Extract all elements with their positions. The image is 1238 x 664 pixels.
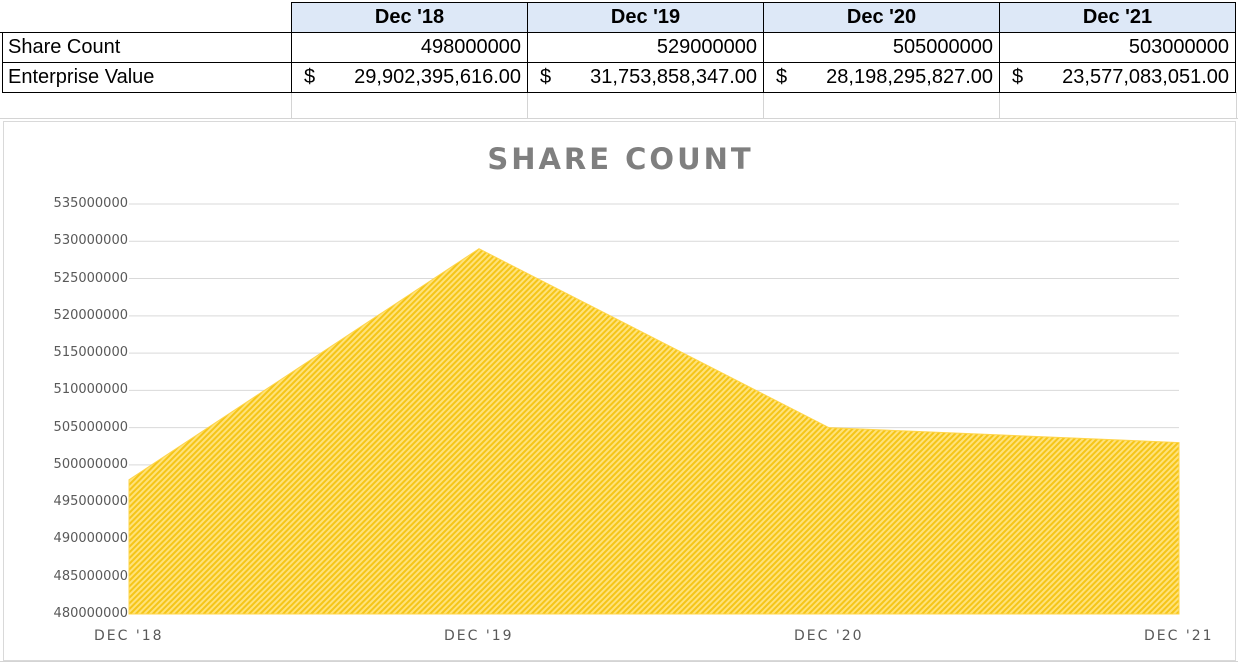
- grid-line: [763, 92, 764, 119]
- column-header-dec-20[interactable]: Dec '20: [763, 2, 1000, 33]
- grid-line: [0, 661, 1238, 662]
- y-tick-label: 515000000: [53, 345, 128, 361]
- y-tick-label: 485000000: [53, 568, 128, 584]
- enterprise-value-cell[interactable]: $31,753,858,347.00: [527, 62, 764, 93]
- chart-plot: [128, 203, 1180, 615]
- column-header-dec-19[interactable]: Dec '19: [527, 2, 764, 33]
- grid-line: [1236, 92, 1237, 119]
- enterprise-value-amount: 28,198,295,827.00: [826, 66, 993, 88]
- header-corner-cell[interactable]: [0, 2, 292, 33]
- grid-line: [527, 92, 528, 119]
- x-tick-label: DEC '20: [794, 628, 864, 644]
- y-tick-label: 510000000: [53, 382, 128, 398]
- share-count-cell[interactable]: 503000000: [999, 32, 1236, 63]
- share-count-cell[interactable]: 529000000: [527, 32, 764, 63]
- y-tick-label: 530000000: [53, 233, 128, 249]
- share-count-area[interactable]: [128, 248, 1180, 615]
- y-tick-label: 535000000: [53, 196, 128, 211]
- row-label-enterprise-value[interactable]: Enterprise Value: [2, 62, 292, 93]
- x-tick-label: DEC '21: [1144, 628, 1214, 644]
- y-tick-label: 500000000: [53, 456, 128, 472]
- grid-line: [999, 92, 1000, 119]
- grid-line: [291, 92, 292, 119]
- currency-symbol: $: [776, 66, 788, 88]
- y-tick-label: 520000000: [53, 307, 128, 323]
- currency-symbol: $: [1012, 66, 1024, 88]
- column-header-dec-21[interactable]: Dec '21: [999, 2, 1236, 33]
- chart-title: SHARE COUNT: [487, 142, 754, 176]
- enterprise-value-cell[interactable]: $28,198,295,827.00: [763, 62, 1000, 93]
- y-tick-label: 525000000: [53, 270, 128, 286]
- currency-symbol: $: [540, 66, 552, 88]
- row-label-share-count[interactable]: Share Count: [2, 32, 292, 63]
- currency-symbol: $: [304, 66, 316, 88]
- x-tick-label: DEC '18: [94, 628, 164, 644]
- enterprise-value-cell[interactable]: $29,902,395,616.00: [291, 62, 528, 93]
- enterprise-value-amount: 29,902,395,616.00: [354, 66, 521, 88]
- enterprise-value-cell[interactable]: $23,577,083,051.00: [999, 62, 1236, 93]
- x-tick-label: DEC '19: [444, 628, 514, 644]
- share-count-chart[interactable]: SHARE COUNT 535000000 530000000 525000000 5…: [3, 121, 1236, 661]
- column-header-dec-18[interactable]: Dec '18: [291, 2, 528, 33]
- enterprise-value-amount: 23,577,083,051.00: [1062, 66, 1229, 88]
- y-tick-label: 480000000: [53, 606, 128, 621]
- enterprise-value-amount: 31,753,858,347.00: [590, 66, 757, 88]
- share-count-cell[interactable]: 505000000: [763, 32, 1000, 63]
- grid-line: [0, 118, 1238, 119]
- share-count-cell[interactable]: 498000000: [291, 32, 528, 63]
- y-tick-label: 505000000: [53, 419, 128, 435]
- y-tick-label: 490000000: [53, 531, 128, 547]
- y-tick-label: 495000000: [53, 494, 128, 510]
